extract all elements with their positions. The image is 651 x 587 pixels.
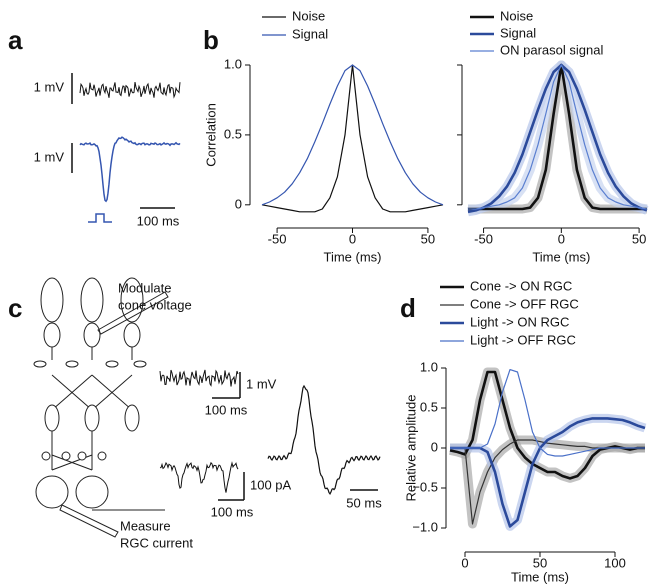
y-tick-label: 1.0: [420, 359, 438, 374]
legend-label: Cone -> OFF RGC: [470, 296, 579, 311]
x-tick-label: 50: [632, 231, 646, 246]
annotation: RGC current: [120, 535, 193, 550]
y-tick-label: −0.5: [412, 479, 438, 494]
line: [450, 417, 646, 528]
circuit-diagram: [33, 277, 169, 538]
y-tick-label: 0: [235, 196, 242, 211]
legend-label: Signal: [292, 26, 328, 41]
y-axis-title: Correlation: [203, 103, 218, 167]
scale-label: 1 mV: [246, 376, 277, 391]
x-tick-label: -50: [474, 231, 493, 246]
y-tick-label: 0.5: [420, 399, 438, 414]
scale-label: 100 ms: [205, 402, 248, 417]
y-tick-label: 0.5: [224, 126, 242, 141]
x-axis-title: Time (ms): [511, 569, 569, 584]
line: [468, 63, 647, 211]
panel-label: a: [8, 25, 23, 55]
line: [450, 369, 645, 457]
trace: [159, 461, 239, 493]
panel-label: d: [400, 293, 416, 323]
trace: [79, 82, 181, 99]
line: [468, 64, 648, 210]
line: [449, 370, 645, 480]
annotation: Measure: [120, 518, 171, 533]
legend-label: Noise: [292, 8, 325, 23]
line: [261, 64, 444, 213]
scale-label: 50 ms: [346, 495, 382, 510]
x-tick-label: 0: [558, 231, 565, 246]
scale-label: 100 ms: [137, 213, 180, 228]
y-axis-title: Relative amplitude: [403, 395, 418, 502]
scale-label: 1 mV: [34, 79, 65, 94]
line: [467, 63, 648, 214]
annotation: Modulate: [118, 280, 171, 295]
legend-label: Light -> ON RGC: [470, 314, 569, 329]
stimulus: [88, 213, 112, 223]
legend-label: ON parasol signal: [500, 42, 603, 57]
legend-label: Cone -> ON RGC: [470, 278, 572, 293]
panel-label: c: [8, 293, 22, 323]
annotation: cone voltage: [118, 297, 192, 312]
scale-label: 1 mV: [34, 149, 65, 164]
x-axis-title: Time (ms): [532, 249, 590, 264]
legend-label: Light -> OFF RGC: [470, 332, 576, 347]
trace: [79, 136, 181, 203]
x-tick-label: 100: [604, 555, 626, 570]
x-tick-label: -50: [268, 231, 287, 246]
x-axis-title: Time (ms): [323, 249, 381, 264]
trace: [159, 369, 239, 387]
legend-label: Noise: [500, 8, 533, 23]
trace: [267, 384, 381, 496]
y-tick-label: −1.0: [412, 519, 438, 534]
y-tick-label: 0: [431, 439, 438, 454]
scale-label: 100 ms: [211, 504, 254, 519]
scale-label: 100 pA: [250, 477, 292, 492]
y-tick-label: 1.0: [224, 56, 242, 71]
panel-label: b: [203, 25, 219, 55]
error-band: [449, 367, 645, 483]
x-tick-label: 50: [533, 555, 547, 570]
x-tick-label: 0: [461, 555, 468, 570]
x-tick-label: 0: [349, 231, 356, 246]
line: [261, 64, 444, 206]
legend-label: Signal: [500, 25, 536, 40]
x-tick-label: 50: [421, 231, 435, 246]
